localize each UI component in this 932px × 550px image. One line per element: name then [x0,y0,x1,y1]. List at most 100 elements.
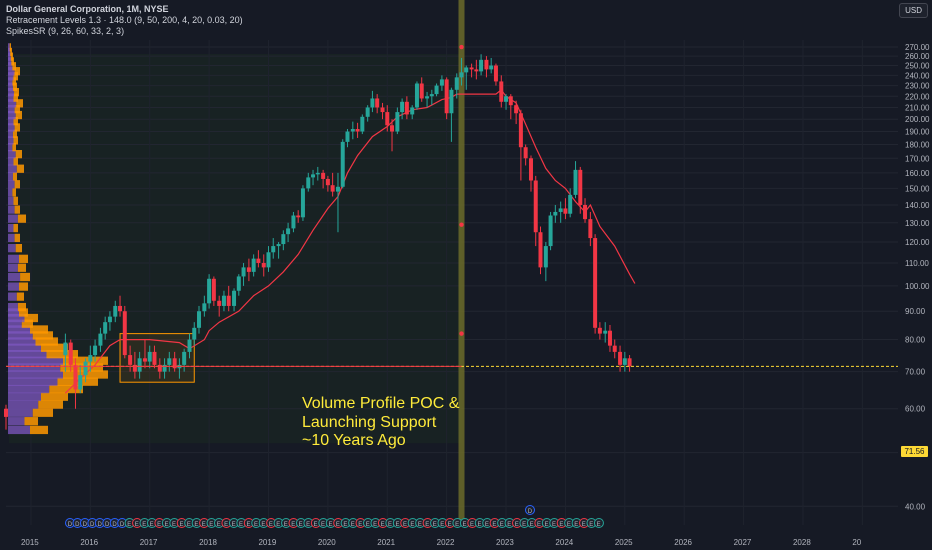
candle [425,91,430,108]
candle [514,100,519,125]
candle-body [340,141,345,187]
event-marker[interactable]: E [437,518,448,529]
y-axis[interactable]: 40.0050.0060.0070.0080.0090.00100.00110.… [905,43,930,511]
volume-profile-bar [8,123,15,132]
candle [355,122,360,138]
candle [543,242,548,282]
event-marker[interactable]: D [109,518,120,529]
event-marker-label: E [567,522,571,528]
event-marker-label: E [261,522,265,528]
volume-profile-bar [8,319,22,328]
candle-body [489,65,494,70]
event-marker[interactable]: E [206,518,217,529]
event-marker[interactable]: E [519,518,530,529]
event-marker-label: E [485,522,489,528]
candle [241,262,246,286]
candle [93,339,98,362]
event-marker-label: E [142,522,146,528]
y-tick-label: 120.00 [905,238,930,247]
indicator-retracement-label[interactable]: Retracement Levels 1.3 · 148.0 (9, 50, 2… [6,15,243,25]
event-marker-label: E [299,522,303,528]
volume-profile-bar [8,356,63,365]
event-marker-label: E [455,522,459,528]
event-marker[interactable]: E [556,518,567,529]
event-marker[interactable]: E [228,518,239,529]
volume-profile-bar [8,325,30,334]
candle-body [335,186,340,192]
y-tick-label: 240.00 [905,71,930,80]
y-tick-label: 40.00 [905,502,926,511]
event-marker-circle [593,518,604,528]
candle-body [137,358,142,372]
volume-profile-bar [32,331,53,340]
candle-body [172,358,177,369]
event-marker[interactable]: E [310,518,321,529]
y-tick-label: 190.00 [905,128,930,137]
candle [132,351,137,379]
candle [226,285,231,312]
candle-body [400,101,405,113]
candle-body [63,342,68,356]
candle-body [266,252,271,268]
candle [444,77,449,120]
candle-body [612,345,617,352]
candle-body [187,339,192,352]
candle-body [588,219,593,239]
symbol-title[interactable]: Dollar General Corporation, 1M, NYSE [6,4,169,14]
x-tick-label: 2019 [258,538,276,547]
x-axis[interactable]: 2015 2016 2017 2018 2019 2020 2021 2022 2023 2024… [21,538,862,547]
event-marker[interactable]: E [489,518,500,529]
event-marker[interactable]: E [281,518,292,529]
volume-profile-bar [60,363,103,372]
candle-body [315,172,320,175]
x-tick-label: 2028 [793,538,811,547]
event-marker[interactable]: E [385,518,396,529]
event-marker[interactable]: E [459,518,470,529]
volume-profile-bar [8,313,25,323]
spike-dot [459,44,464,50]
event-marker[interactable]: E [593,518,604,529]
candle [538,226,543,275]
candle-body [444,79,449,114]
volume-profile-bar [8,196,14,205]
candle [271,238,276,259]
event-marker[interactable]: E [139,518,150,529]
event-marker-label: D [112,522,117,528]
candle [128,345,133,372]
event-marker[interactable]: E [325,518,336,529]
event-marker[interactable]: E [370,518,381,529]
event-marker[interactable]: E [303,518,314,529]
indicator-spikessr-label[interactable]: SpikesSR (9, 26, 60, 33, 2, 3) [6,26,125,36]
event-marker-label: E [157,522,161,528]
volume-profile-bar [8,104,15,114]
candle [261,254,266,277]
x-tick-label: 2022 [437,538,455,547]
candle [152,345,157,369]
candle-body [493,65,498,82]
candle [454,73,459,99]
candle [375,94,380,114]
event-marker-label: E [597,522,601,528]
event-marker-label: E [463,522,467,528]
event-marker[interactable]: E [214,518,224,529]
candle-body [404,101,409,115]
event-marker-upper[interactable]: D [525,505,535,516]
volume-profile-bar [8,425,30,435]
y-tick-label: 140.00 [905,201,930,210]
currency-button[interactable]: USD [899,3,928,18]
candle-body [93,345,98,356]
candle [489,57,494,74]
candle [603,322,608,343]
candle-body [355,129,360,132]
candle [439,75,444,91]
candle-body [162,364,167,372]
volume-profile-bar [8,223,14,233]
candle [558,201,563,223]
event-marker[interactable]: E [266,518,277,529]
event-marker-label: E [247,522,251,528]
volume-profile-bar [8,408,33,417]
volume-profile-bar [24,417,38,426]
volume-profile-bar [30,325,48,334]
